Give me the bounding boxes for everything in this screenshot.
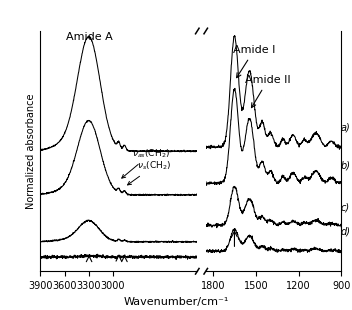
Text: Amide A: Amide A — [66, 32, 112, 42]
Text: a): a) — [341, 122, 351, 132]
Text: $\nu_s$(CH$_2$): $\nu_s$(CH$_2$) — [127, 159, 171, 185]
Text: b): b) — [341, 160, 351, 170]
Text: Amide II: Amide II — [245, 75, 291, 108]
Text: Amide I: Amide I — [233, 45, 275, 78]
Text: d): d) — [341, 226, 351, 236]
Y-axis label: Normalized absorbance: Normalized absorbance — [26, 93, 36, 209]
Text: c): c) — [341, 202, 350, 212]
Text: Wavenumber/cm⁻¹: Wavenumber/cm⁻¹ — [123, 297, 229, 307]
Text: $\nu_{as}$(CH$_2$): $\nu_{as}$(CH$_2$) — [122, 147, 170, 178]
